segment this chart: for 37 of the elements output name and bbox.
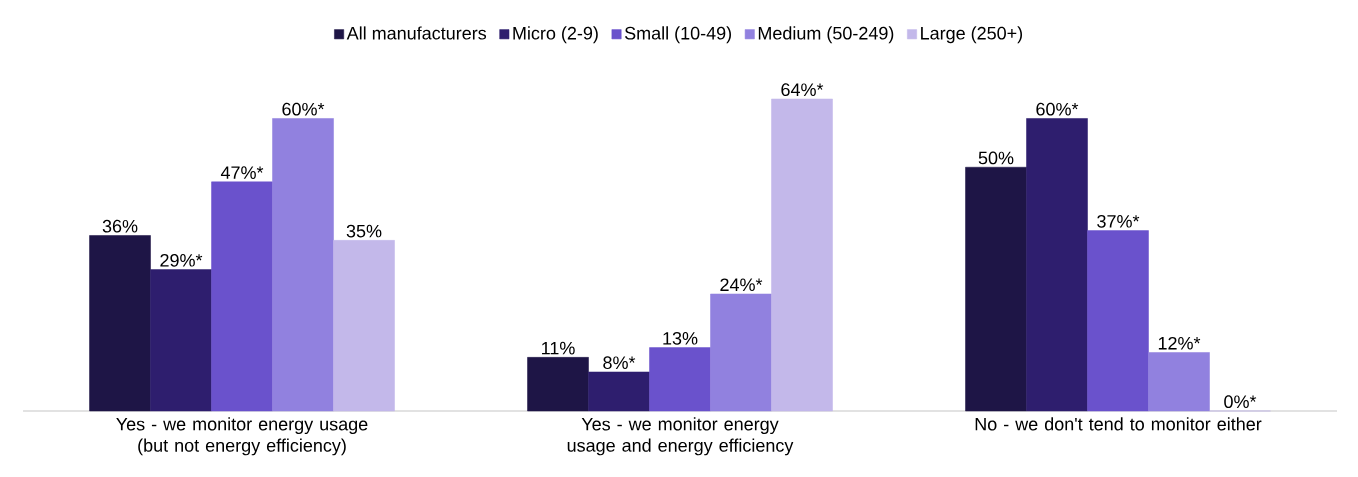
legend-label: Medium (50-249) [758,26,894,44]
bar [1087,230,1149,412]
data-label: 47%* [220,166,264,179]
x-tick-label: Yes - we monitor energy usage and energy efficiency [567,417,794,456]
data-label: 64%* [781,83,824,97]
bar [965,166,1027,412]
data-label: 29%* [160,253,203,267]
data-label: 60%* [282,102,325,116]
bar [771,98,833,412]
bar [89,235,151,412]
bar [649,347,711,412]
legend-label: Micro (2-9) [513,26,598,44]
legend-label: All manufacturers [346,26,487,40]
data-label: 24%* [720,278,763,292]
bar [1026,118,1088,412]
legend-label: Small (10-49) [624,26,732,44]
x-tick-label: No - we don't tend to monitor either [975,417,1262,431]
bar [211,181,273,412]
data-label: 11% [542,341,575,355]
data-label: 36% [102,219,138,233]
bar [272,118,334,412]
bar [150,269,212,412]
bar [710,293,772,412]
data-label: 8%* [603,356,636,370]
bar [527,357,589,412]
data-label: 0%* [1224,395,1257,409]
bar [1148,352,1210,412]
data-label: 37%* [1097,214,1140,228]
bar [588,371,650,412]
data-label: 35% [346,224,382,238]
legend-label: Large (250+) [921,26,1023,44]
data-label: 50% [978,151,1014,165]
data-label: 12%* [1158,336,1201,350]
bar [333,240,395,412]
data-label: 60%* [1036,102,1079,116]
data-label: 13% [663,331,698,345]
x-tick-label: Yes - we monitor energy usage (but not energy efficiency) [116,417,368,456]
